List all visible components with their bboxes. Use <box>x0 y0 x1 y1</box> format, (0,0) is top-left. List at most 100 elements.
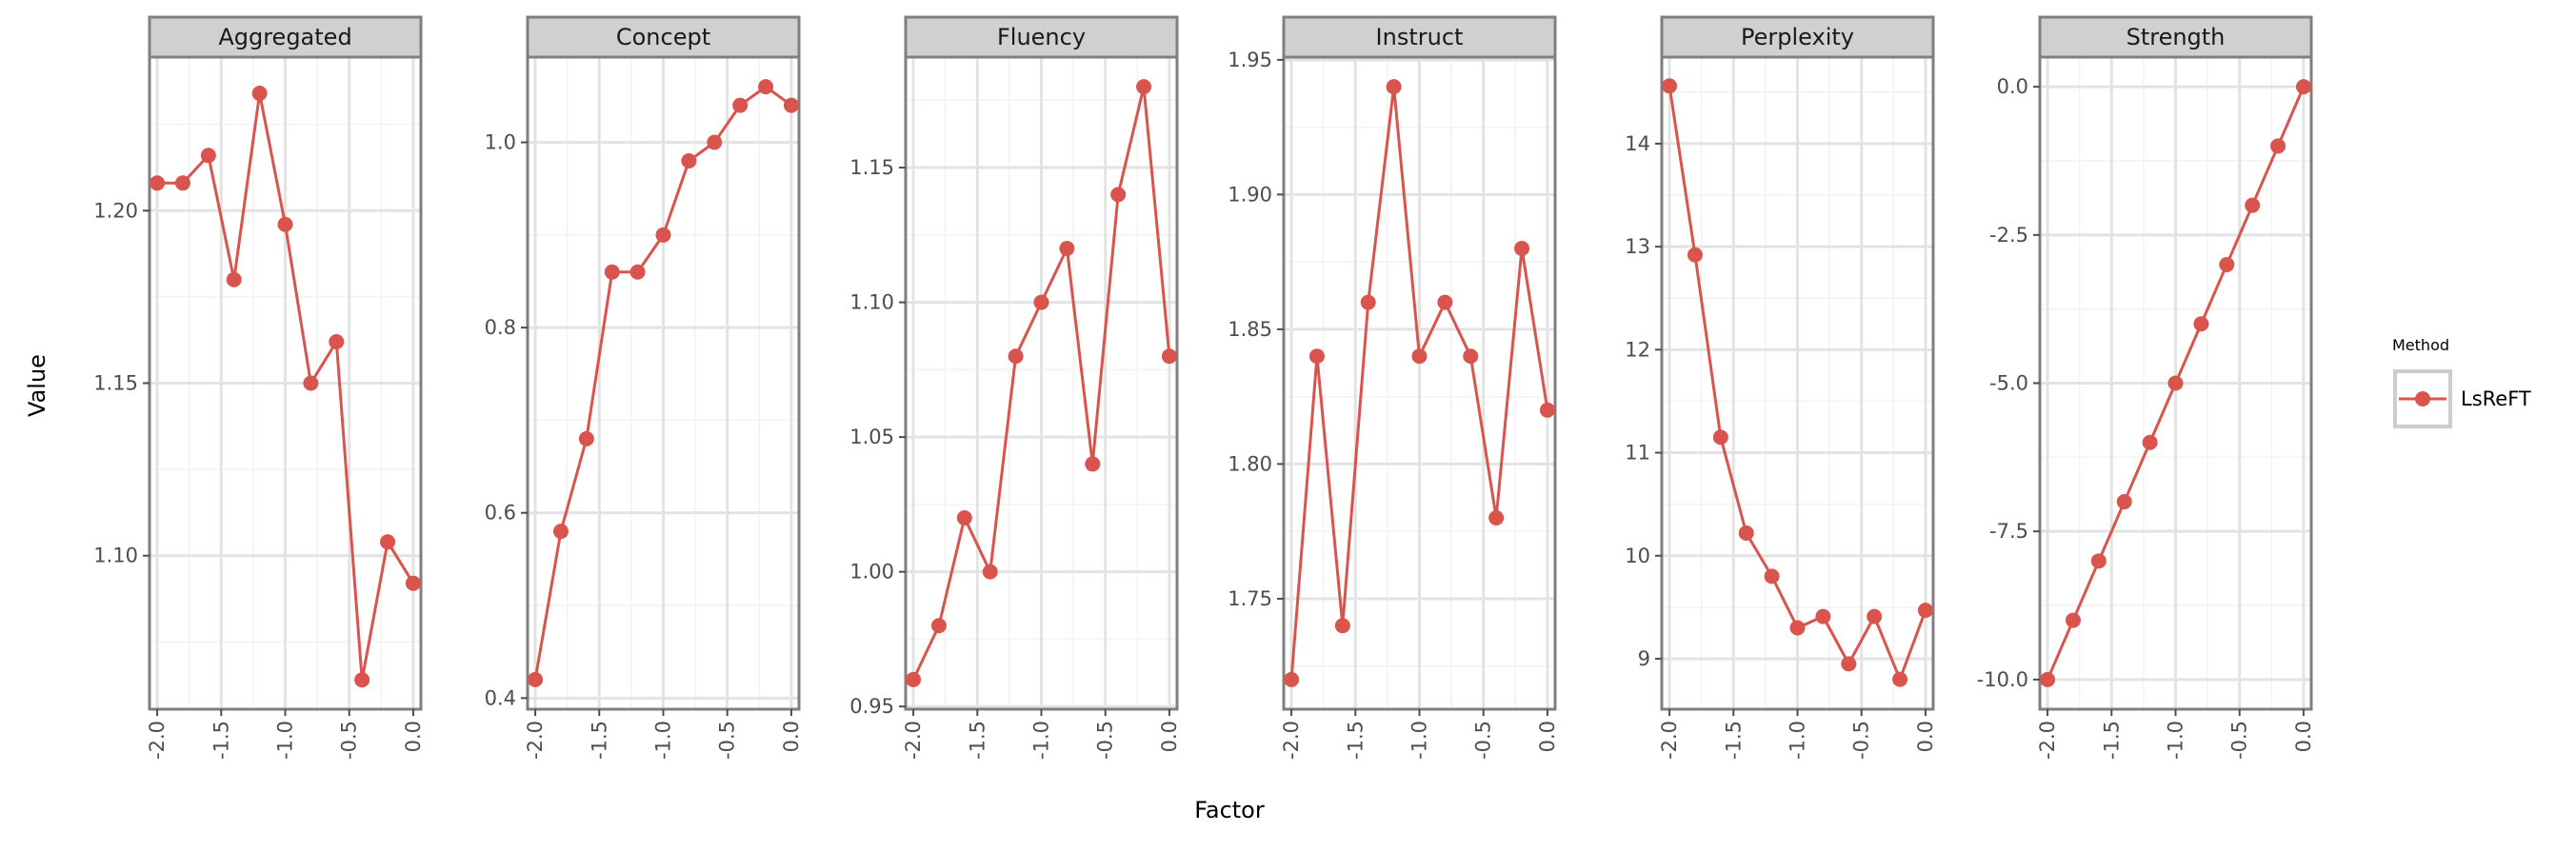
y-tick-label: 0.4 <box>485 686 516 709</box>
strip-background <box>1660 15 1935 59</box>
x-tick-label: -2.0 <box>902 721 925 760</box>
strip-background <box>2038 15 2313 59</box>
strip-background <box>526 15 801 59</box>
data-point <box>354 672 370 688</box>
y-tick-label: 14 <box>1625 132 1650 155</box>
data-point <box>681 152 697 168</box>
strip-label: Aggregated <box>218 24 351 50</box>
data-point <box>2040 671 2056 687</box>
data-point <box>251 86 268 102</box>
data-point <box>956 510 972 526</box>
data-point <box>930 618 947 634</box>
data-point <box>174 175 190 191</box>
data-point <box>1411 348 1428 365</box>
y-tick-label: 12 <box>1625 338 1650 361</box>
data-point <box>1463 348 1479 365</box>
data-point <box>1662 78 1678 94</box>
data-point <box>629 264 646 280</box>
x-axis-title: Factor <box>1194 797 1265 823</box>
data-point <box>906 671 922 687</box>
y-tick-label: 0.6 <box>485 502 516 525</box>
data-point <box>528 671 544 687</box>
y-tick-label: 1.85 <box>1228 318 1272 341</box>
y-tick-label: 10 <box>1625 545 1650 567</box>
data-point <box>1488 510 1505 526</box>
y-tick-label: 0.0 <box>1997 75 2028 98</box>
y-tick-label: 1.95 <box>1228 49 1272 71</box>
x-tick-label: -0.5 <box>2228 721 2251 760</box>
facet-panel-fluency: Fluency 0.95 1.00 1.05 1.10 1.15 -2.0 -1.5 -1.0 -… <box>849 15 1181 760</box>
data-point <box>1059 240 1075 256</box>
data-point <box>1815 608 1831 624</box>
legend: Method LsReFT <box>2392 336 2531 428</box>
data-point <box>1136 79 1152 95</box>
data-point <box>1085 456 1101 472</box>
y-tick-label: 1.0 <box>485 131 516 154</box>
y-tick-label: -7.5 <box>1989 520 2028 543</box>
x-tick-label: -1.5 <box>588 721 610 760</box>
data-point <box>552 524 569 540</box>
data-point <box>1712 429 1728 446</box>
data-point <box>982 564 998 580</box>
y-tick-label: -10.0 <box>1977 668 2028 691</box>
data-point <box>303 375 319 391</box>
data-point <box>655 227 671 243</box>
x-tick-label: -1.5 <box>966 721 988 760</box>
data-point <box>758 79 774 95</box>
data-point <box>2219 256 2235 272</box>
data-point <box>1308 348 1325 365</box>
y-tick-label: 9 <box>1638 647 1650 670</box>
data-point <box>2065 612 2081 628</box>
data-point <box>2295 79 2311 95</box>
strip-background <box>148 15 423 59</box>
x-tick-label: -0.5 <box>1094 721 1117 760</box>
data-point <box>1008 348 1024 365</box>
y-tick-label: 13 <box>1625 235 1650 258</box>
x-tick-label: 0.0 <box>2292 721 2315 752</box>
y-axis-title: Value <box>24 354 50 417</box>
data-point <box>707 134 723 150</box>
strip-label: Concept <box>616 24 710 50</box>
y-tick-label: 1.05 <box>849 426 894 448</box>
data-point <box>783 97 799 113</box>
x-tick-label: -0.5 <box>1472 721 1495 760</box>
y-tick-label: 0.95 <box>849 695 894 718</box>
data-point <box>329 334 345 350</box>
x-tick-label: -1.0 <box>652 721 675 760</box>
data-point <box>1514 240 1530 256</box>
data-point <box>1917 603 1933 619</box>
y-tick-label: 1.90 <box>1228 183 1272 206</box>
data-point <box>277 216 293 232</box>
strip-label: Perplexity <box>1741 24 1854 50</box>
data-point <box>1437 294 1453 310</box>
x-tick-label: -1.0 <box>1030 721 1053 760</box>
facet-panel-perplexity: Perplexity 9 10 11 12 13 14 -2.0 -1.5 -1.0 -0.5 0.0 <box>1625 15 1937 760</box>
data-point <box>604 264 620 280</box>
x-tick-label: -1.5 <box>210 721 232 760</box>
x-tick-label: -0.5 <box>1850 721 1873 760</box>
facet-panel-aggregated: Aggregated 1.10 1.15 1.20 -2.0 -1.5 -1.0 -0.5 0.… <box>93 15 425 760</box>
data-point <box>1161 348 1177 365</box>
strip-label: Instruct <box>1376 24 1464 50</box>
data-point <box>200 148 216 164</box>
data-point <box>1789 620 1806 636</box>
x-tick-label: 0.0 <box>1914 721 1937 752</box>
y-tick-label: 1.10 <box>93 545 138 567</box>
data-point <box>150 175 166 191</box>
data-point <box>1687 247 1703 263</box>
y-tick-label: 1.20 <box>93 199 138 222</box>
facet-panel-instruct: Instruct 1.75 1.80 1.85 1.90 1.95 -2.0 -1.5 -1.0… <box>1228 15 1559 760</box>
y-tick-label: 1.00 <box>849 561 894 584</box>
y-tick-label: 11 <box>1625 442 1650 465</box>
x-tick-label: -1.0 <box>1787 721 1809 760</box>
data-point <box>1764 568 1780 585</box>
facet-panel-concept: Concept 0.4 0.6 0.8 1.0 -2.0 -1.5 -1.0 -0.5 0.0 <box>485 15 803 760</box>
x-tick-label: -1.0 <box>274 721 297 760</box>
y-tick-label: 1.15 <box>849 156 894 179</box>
data-point <box>1110 187 1127 203</box>
strip-background <box>1282 15 1557 59</box>
strip-label: Strength <box>2127 24 2226 50</box>
facet-panel-strength: Strength -10.0 -7.5 -5.0 -2.5 0.0 -2.0 -1.5 -1.0… <box>1977 15 2315 760</box>
x-tick-label: -2.0 <box>1280 721 1303 760</box>
